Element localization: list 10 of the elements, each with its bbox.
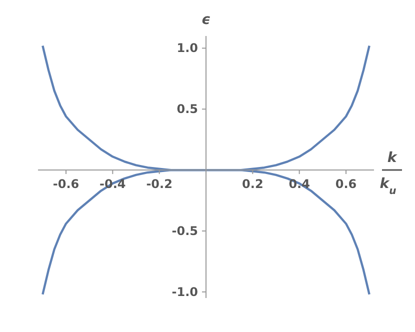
y-tick-label: -1.0: [172, 284, 198, 299]
x-tick-label: -0.2: [146, 177, 172, 192]
y-axis-title: ϵ: [201, 12, 211, 28]
y-tick-label: -0.5: [172, 224, 198, 238]
x-tick-label: 0.2: [242, 177, 264, 192]
x-tick-label: -0.6: [52, 177, 80, 192]
y-tick-label: 1.0: [176, 41, 198, 56]
x-tick-label: 0.6: [335, 177, 357, 192]
y-tick-label: 0.5: [176, 102, 198, 116]
x-axis-title: k k$_{u}$: [380, 150, 398, 197]
